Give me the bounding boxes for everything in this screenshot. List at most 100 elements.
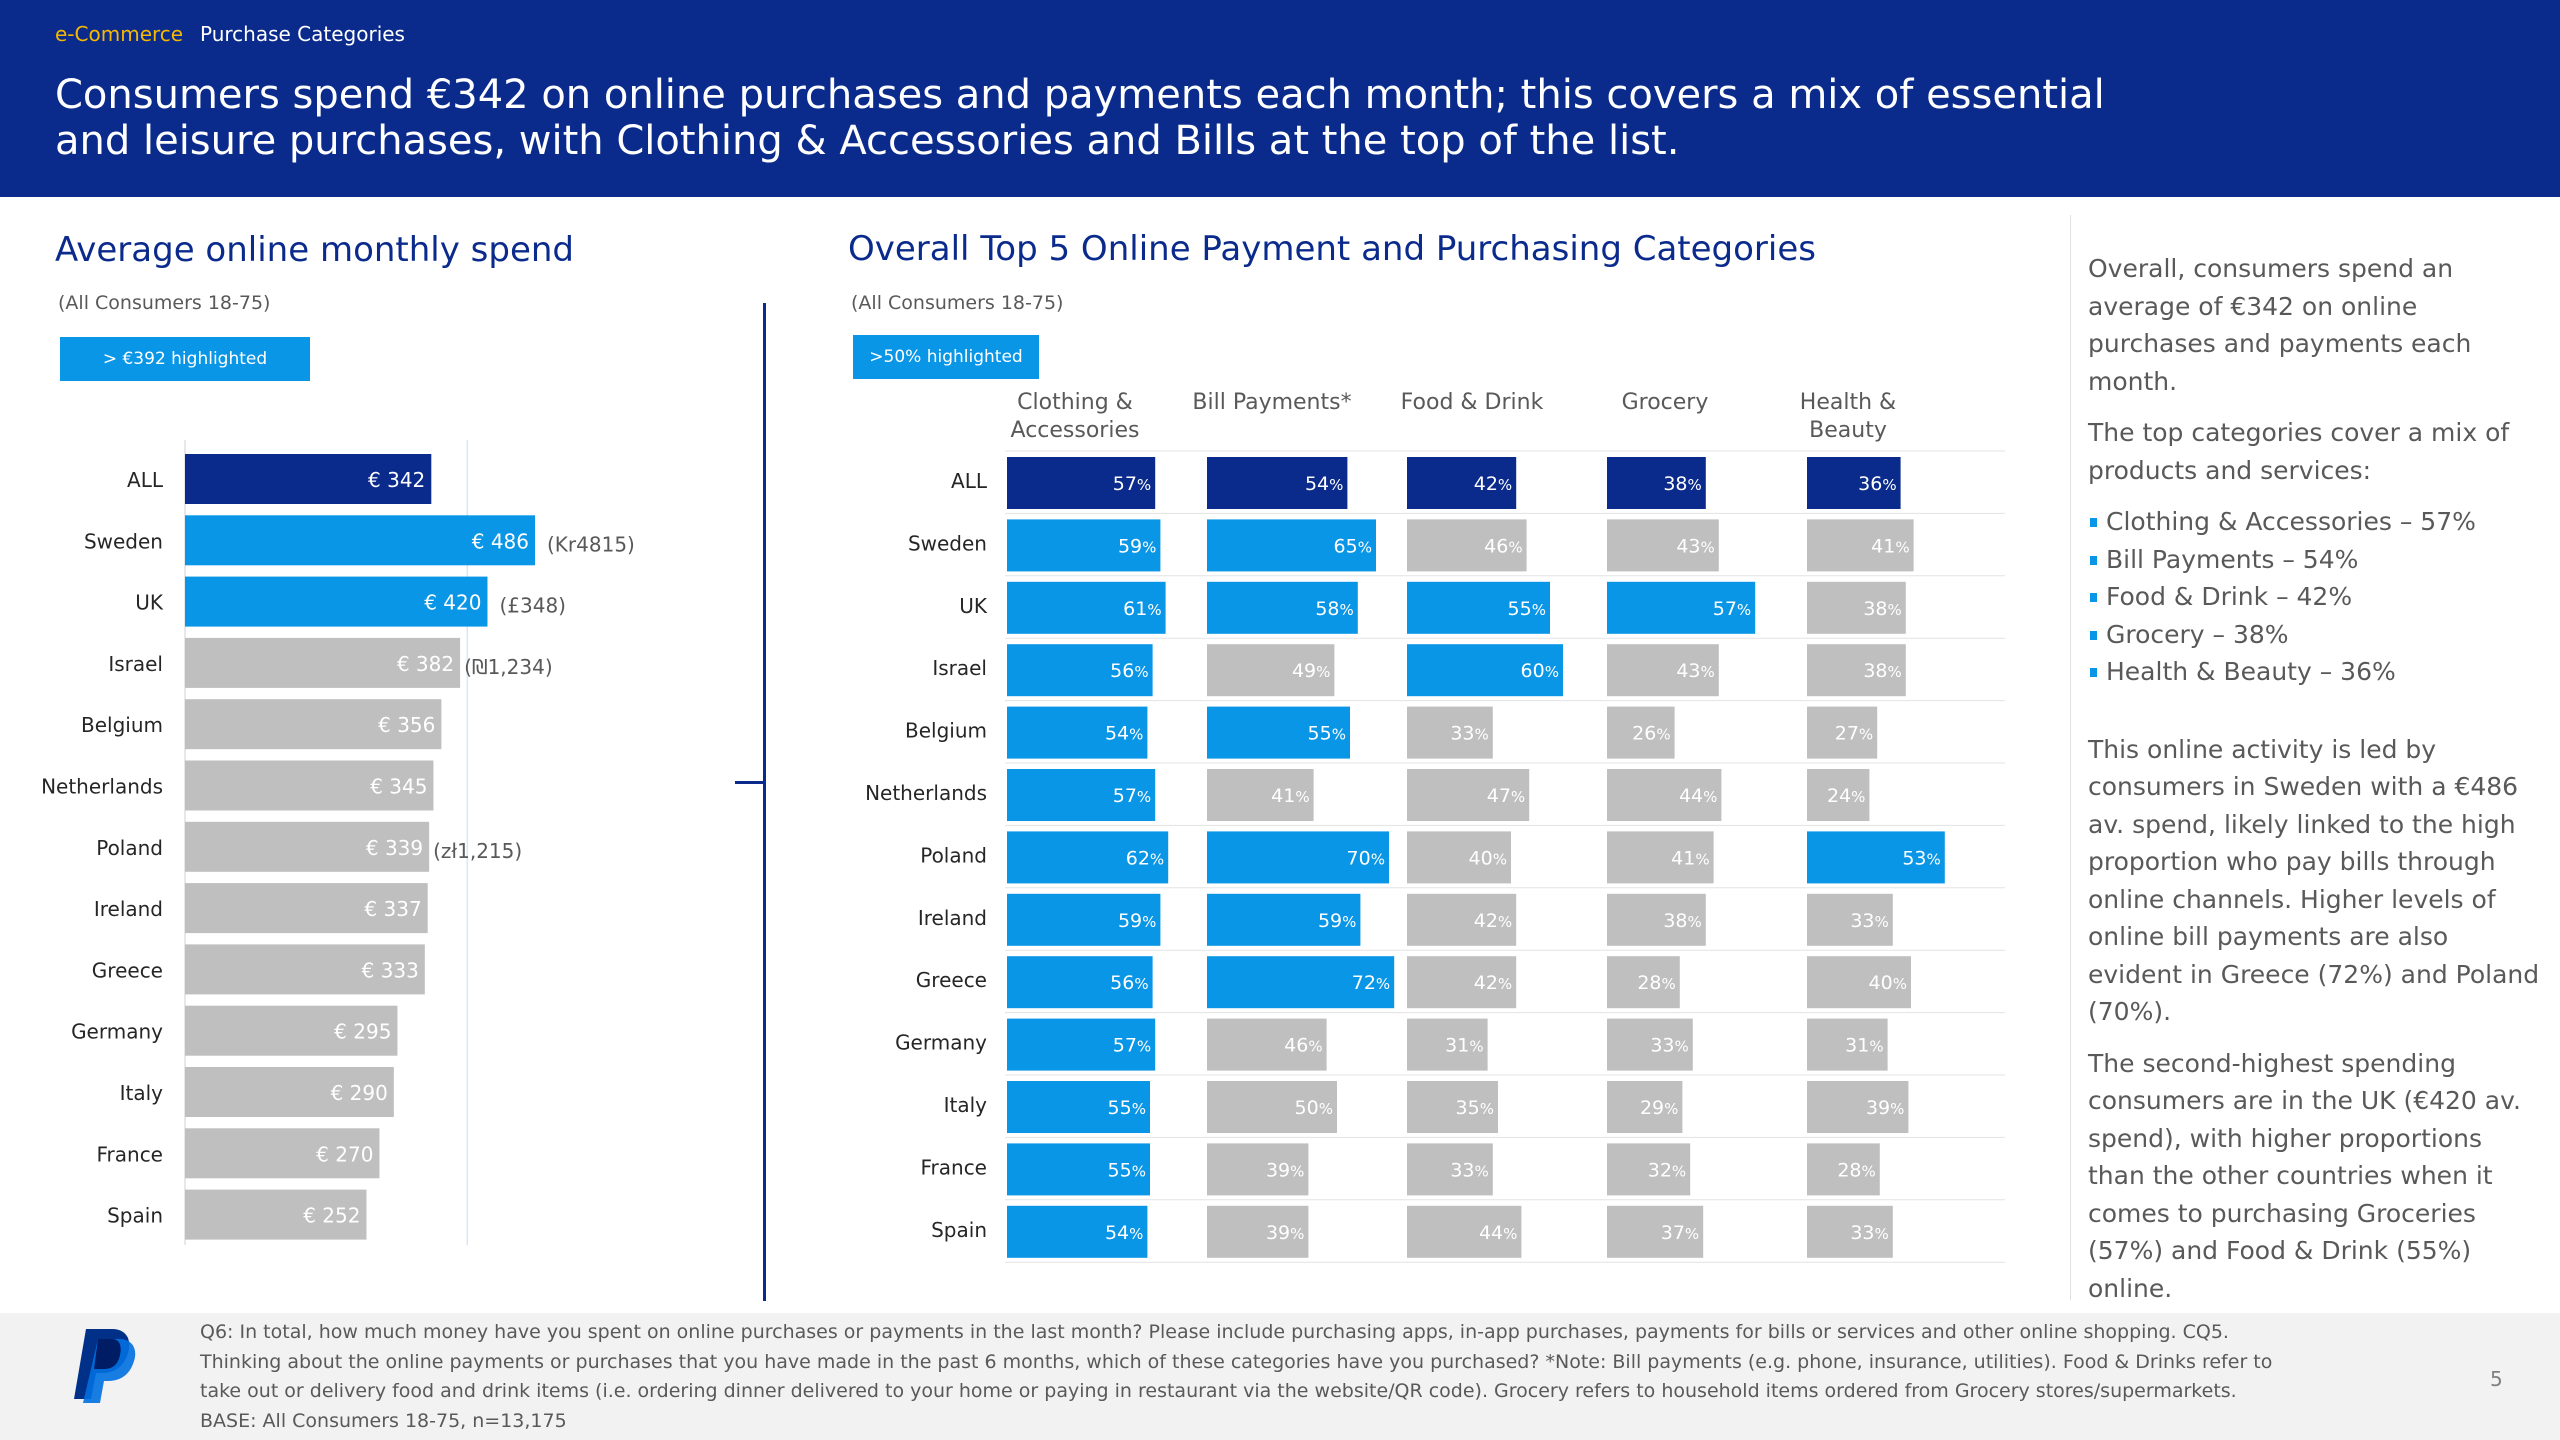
category-label: ALL bbox=[127, 468, 164, 492]
bar bbox=[1607, 644, 1719, 697]
data-label: 28% bbox=[1637, 972, 1675, 994]
data-label: 41% bbox=[1671, 847, 1709, 869]
data-label: 54% bbox=[1105, 723, 1143, 745]
bar bbox=[1207, 893, 1361, 946]
data-label: € 295 bbox=[334, 1020, 391, 1044]
data-label: 42% bbox=[1474, 910, 1512, 932]
column-header: Grocery bbox=[1622, 390, 1709, 415]
data-label: 55% bbox=[1108, 1097, 1146, 1119]
category-label: Ireland bbox=[94, 897, 163, 921]
category-label: Spain bbox=[107, 1204, 163, 1228]
bar bbox=[1007, 1018, 1156, 1071]
data-label: 38% bbox=[1663, 473, 1701, 495]
bar bbox=[1407, 956, 1517, 1009]
bar bbox=[1607, 519, 1719, 572]
breadcrumb-page[interactable]: Purchase Categories bbox=[200, 22, 405, 46]
category-label: Netherlands bbox=[865, 781, 987, 805]
category-label: UK bbox=[135, 591, 164, 615]
bar bbox=[1407, 1018, 1488, 1071]
category-label: Netherlands bbox=[41, 775, 163, 799]
bar bbox=[1407, 1205, 1522, 1258]
top-categories-highlight-note: >50% highlighted bbox=[853, 335, 1039, 379]
bar bbox=[1407, 457, 1517, 509]
bar bbox=[1207, 769, 1314, 821]
top-categories-base: (All Consumers 18-75) bbox=[851, 292, 1064, 314]
data-label: 42% bbox=[1474, 972, 1512, 994]
data-label: 33% bbox=[1850, 910, 1888, 932]
category-label: Ireland bbox=[918, 906, 987, 930]
category-label: Italy bbox=[944, 1093, 988, 1117]
panel-divider bbox=[763, 303, 766, 1301]
category-label: Germany bbox=[71, 1020, 163, 1044]
data-label: 70% bbox=[1347, 847, 1385, 869]
bar bbox=[1207, 1081, 1337, 1133]
bar bbox=[1207, 519, 1376, 572]
bar bbox=[1007, 581, 1166, 634]
data-label: 55% bbox=[1508, 598, 1546, 620]
bar bbox=[1407, 644, 1563, 697]
bar bbox=[1807, 1205, 1893, 1258]
category-label: Israel bbox=[932, 656, 987, 680]
data-label: 57% bbox=[1113, 1035, 1151, 1057]
bar bbox=[1607, 581, 1756, 634]
average-spend-highlight-note: > €392 highlighted bbox=[60, 337, 310, 381]
data-label: 46% bbox=[1284, 1035, 1322, 1057]
breadcrumb-section[interactable]: e-Commerce bbox=[55, 22, 184, 46]
data-label: 54% bbox=[1105, 1222, 1143, 1244]
data-label: 43% bbox=[1676, 535, 1714, 557]
local-currency-label: (Kr4815) bbox=[547, 532, 635, 556]
category-label: Sweden bbox=[84, 529, 163, 553]
bar bbox=[1807, 956, 1911, 1009]
bar bbox=[1807, 831, 1945, 884]
data-label: 59% bbox=[1318, 910, 1356, 932]
footnote: Q6: In total, how much money have you sp… bbox=[200, 1318, 2320, 1436]
data-label: € 290 bbox=[331, 1081, 388, 1105]
bar bbox=[1207, 1205, 1309, 1258]
data-label: € 486 bbox=[472, 529, 529, 553]
bar bbox=[1207, 956, 1395, 1009]
category-label: UK bbox=[959, 594, 988, 618]
bar bbox=[1007, 769, 1156, 821]
bar bbox=[1807, 457, 1901, 509]
category-label: Spain bbox=[931, 1218, 987, 1242]
bar bbox=[1207, 1143, 1309, 1196]
page-number: 5 bbox=[2490, 1367, 2503, 1391]
bar bbox=[1407, 1081, 1498, 1133]
top-categories-chart: Clothing & Accessories Bill Payments* Food … bbox=[865, 390, 2005, 1263]
data-label: € 252 bbox=[303, 1204, 360, 1228]
category-label: Israel bbox=[108, 652, 163, 676]
data-label: 31% bbox=[1845, 1035, 1883, 1057]
bar bbox=[1407, 769, 1530, 821]
data-label: 32% bbox=[1648, 1159, 1686, 1181]
bar bbox=[1607, 457, 1706, 509]
header-band: e-Commerce Purchase Categories Consumers… bbox=[0, 0, 2560, 197]
data-label: € 342 bbox=[368, 468, 425, 492]
column-header: Food & Drink bbox=[1401, 390, 1544, 415]
data-label: 38% bbox=[1663, 910, 1701, 932]
category-label: Greece bbox=[92, 958, 163, 982]
data-label: 60% bbox=[1521, 660, 1559, 682]
commentary-categories-intro: The top categories cover a mix of produc… bbox=[2088, 418, 2510, 485]
bar bbox=[1207, 457, 1348, 509]
data-label: 35% bbox=[1456, 1097, 1494, 1119]
bar bbox=[1407, 519, 1527, 572]
bar bbox=[1007, 706, 1148, 759]
data-label: 33% bbox=[1450, 723, 1488, 745]
data-label: 33% bbox=[1450, 1159, 1488, 1181]
commentary-separator bbox=[2070, 215, 2071, 1300]
page-headline: Consumers spend €342 on online purchases… bbox=[55, 72, 2105, 164]
footnote-line: Q6: In total, how much money have you sp… bbox=[200, 1321, 2229, 1343]
commentary-sweden: This online activity is led by consumers… bbox=[2088, 734, 2540, 1027]
data-label: 29% bbox=[1640, 1097, 1678, 1119]
bar bbox=[185, 1128, 380, 1179]
data-label: 27% bbox=[1835, 723, 1873, 745]
bar bbox=[1207, 581, 1358, 634]
data-label: 33% bbox=[1850, 1222, 1888, 1244]
local-currency-label: (₪1,234) bbox=[464, 655, 553, 679]
panel-divider-tick bbox=[735, 781, 765, 784]
category-label: Germany bbox=[895, 1031, 987, 1055]
bar bbox=[1207, 1018, 1327, 1071]
data-label: 39% bbox=[1866, 1097, 1904, 1119]
data-label: 57% bbox=[1713, 598, 1751, 620]
bar bbox=[1607, 1205, 1704, 1258]
